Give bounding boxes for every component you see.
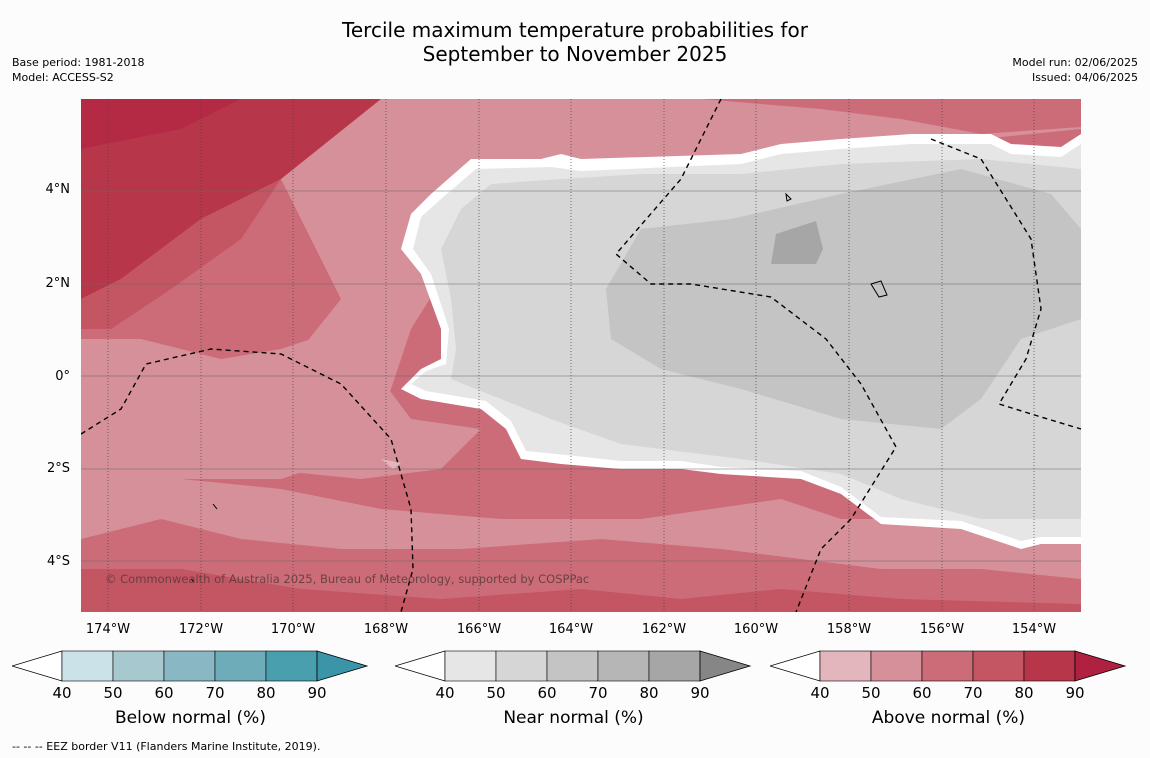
title-line-2: September to November 2025 (422, 42, 728, 66)
near-normal-colorbar (395, 650, 752, 682)
above-normal-tick: 80 (1014, 684, 1034, 702)
near-normal-colorbar-segment (597, 650, 650, 682)
region-near-60 (606, 169, 1081, 429)
issued-date: Issued: 04/06/2025 (1031, 71, 1138, 84)
region-above-60-south (81, 519, 1081, 612)
lon-tick-162w: 162°W (641, 622, 687, 637)
below-normal-tick: 80 (256, 684, 276, 702)
model-run: Model run: 02/06/2025 (1012, 56, 1138, 69)
probability-map: © Commonwealth of Australia 2025, Bureau… (81, 99, 1081, 612)
map-canvas (81, 99, 1081, 612)
below-normal-colorbar-under (12, 650, 63, 682)
title-line-1: Tercile maximum temperature probabilitie… (342, 18, 808, 42)
above-normal-tick: 40 (810, 684, 830, 702)
near-normal-tick: 80 (639, 684, 659, 702)
lat-tick-4n: 4°N (45, 182, 71, 197)
eez-footnote: -- -- -- EEZ border V11 (Flanders Marine… (12, 740, 321, 753)
lon-tick-172w: 172°W (178, 622, 224, 637)
near-normal-colorbar-over (699, 650, 752, 682)
lon-tick-170w: 170°W (270, 622, 316, 637)
lon-tick-160w: 160°W (733, 622, 779, 637)
lon-tick-156w: 156°W (919, 622, 965, 637)
above-normal-label: Above normal (%) (871, 708, 1026, 728)
eez-borders (81, 99, 1081, 612)
near-normal-colorbar-segment (444, 650, 497, 682)
near-normal-colorbar-segment (495, 650, 548, 682)
near-normal-tick: 50 (486, 684, 506, 702)
lat-tick-2n: 2°N (45, 276, 71, 291)
lon-tick-168w: 168°W (363, 622, 409, 637)
below-normal-tick: 50 (103, 684, 123, 702)
near-normal-tick: 90 (690, 684, 710, 702)
near-normal-tick: 60 (537, 684, 557, 702)
near-normal-tick: 70 (588, 684, 608, 702)
above-normal-colorbar-segment (921, 650, 974, 682)
above-normal-tick: 60 (912, 684, 932, 702)
copyright-notice: © Commonwealth of Australia 2025, Bureau… (105, 572, 590, 586)
below-normal-label: Below normal (%) (115, 708, 266, 728)
region-above-60-patch (493, 489, 511, 497)
lon-tick-166w: 166°W (456, 622, 502, 637)
below-normal-tick: 70 (205, 684, 225, 702)
meta-right: Model run: 02/06/2025 Issued: 04/06/2025 (1012, 55, 1138, 85)
region-above-80-nw (81, 99, 381, 299)
lon-tick-154w: 154°W (1011, 622, 1057, 637)
model-name: Model: ACCESS-S2 (12, 71, 114, 84)
lat-tick-0: 0° (55, 369, 70, 384)
below-normal-tick: 60 (154, 684, 174, 702)
islands (190, 192, 888, 583)
above-normal-tick: 70 (963, 684, 983, 702)
above-normal-tick: 50 (861, 684, 881, 702)
above-normal-colorbar-over (1074, 650, 1127, 682)
region-above-70-south (81, 569, 1081, 612)
below-normal-colorbar-segment (214, 650, 267, 682)
near-normal-colorbar-segment (546, 650, 599, 682)
meta-left: Base period: 1981-2018 Model: ACCESS-S2 (12, 55, 144, 85)
above-normal-colorbar-segment (819, 650, 872, 682)
above-normal-colorbar-under (770, 650, 821, 682)
lon-tick-174w: 174°W (85, 622, 131, 637)
lon-tick-164w: 164°W (548, 622, 594, 637)
lon-tick-158w: 158°W (826, 622, 872, 637)
region-above-70-w (81, 179, 281, 329)
below-normal-colorbar-segment (112, 650, 165, 682)
below-normal-colorbar-segment (265, 650, 318, 682)
below-normal-tick: 90 (307, 684, 327, 702)
map-title: Tercile maximum temperature probabilitie… (0, 18, 1150, 66)
above-normal-colorbar-segment (972, 650, 1025, 682)
below-normal-colorbar-over (316, 650, 369, 682)
base-period: Base period: 1981-2018 (12, 56, 145, 69)
region-above-50-sw (81, 329, 481, 479)
above-normal-tick: 90 (1065, 684, 1085, 702)
region-near-80 (771, 221, 823, 264)
region-above-40-patch (381, 459, 401, 469)
below-normal-colorbar (12, 650, 369, 682)
near-normal-label: Near normal (%) (503, 708, 644, 728)
near-normal-tick: 40 (435, 684, 455, 702)
near-normal-colorbar-segment (648, 650, 701, 682)
lat-tick-2s: 2°S (46, 461, 70, 476)
region-above-60-north (701, 99, 1081, 134)
above-normal-colorbar-segment (870, 650, 923, 682)
lat-tick-4s: 4°S (46, 554, 70, 569)
near-normal-colorbar-under (395, 650, 446, 682)
above-normal-colorbar (770, 650, 1127, 682)
below-normal-colorbar-segment (61, 650, 114, 682)
below-normal-tick: 40 (52, 684, 72, 702)
above-normal-colorbar-segment (1023, 650, 1076, 682)
gridlines (81, 190, 1081, 562)
below-normal-colorbar-segment (163, 650, 216, 682)
